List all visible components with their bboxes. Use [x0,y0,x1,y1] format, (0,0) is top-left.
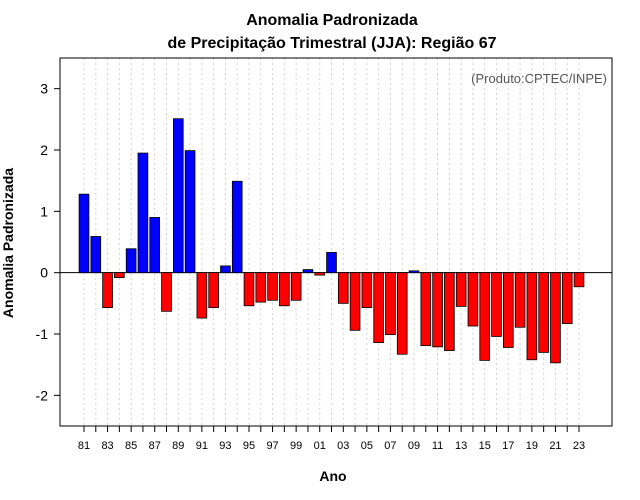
ytick-label-1: 1 [40,203,48,219]
xtick-label-93: 93 [219,440,231,452]
bar-14 [467,272,479,327]
xtick-label-03: 03 [337,440,349,452]
xtick-label-81: 81 [78,440,90,452]
xtick-label-01: 01 [314,440,326,452]
ytick-label-0: 0 [40,265,48,281]
xtick-label-95: 95 [243,440,255,452]
ytick-label--1: -1 [36,326,49,342]
bar-05 [361,272,373,309]
bar-87 [149,217,161,274]
bar-00 [302,269,314,274]
ytick-label-2: 2 [40,142,48,158]
x-axis-label: Ano [319,468,346,484]
xtick-label-85: 85 [125,440,137,452]
xtick-label-87: 87 [149,440,161,452]
vertical-gridlines [83,58,580,426]
bar-07 [385,272,396,336]
bar-96 [255,272,267,303]
xtick-label-99: 99 [290,440,302,452]
bar-23 [573,272,585,288]
bar-90 [184,150,196,274]
bar-88 [161,272,172,312]
bar-22 [561,272,573,324]
xtick-label-15: 15 [479,440,491,452]
bar-82 [90,236,102,274]
bar-97 [267,272,278,301]
bar-91 [196,272,208,319]
bars-group [78,118,585,364]
xtick-label-13: 13 [455,440,467,452]
credit-label: (Produto:CPTEC/INPE) [471,71,607,86]
xtick-label-11: 11 [432,440,443,452]
ytick-label--2: -2 [36,387,49,403]
xtick-label-21: 21 [549,440,561,452]
xtick-label-05: 05 [361,440,373,452]
xtick-label-09: 09 [408,440,420,452]
x-axis: 81 83 85 87 89 91 93 95 97 99 01 03 05 07 09 11 13 15 17 19… [78,426,585,452]
bar-95 [243,272,255,307]
bar-92 [208,272,219,309]
bar-98 [279,272,290,307]
bar-85 [125,248,137,274]
bar-16 [491,272,502,337]
bar-12 [444,272,455,351]
bar-83 [102,272,113,309]
bar-09 [408,270,420,274]
xtick-label-89: 89 [172,440,184,452]
bar-19 [526,272,538,361]
bar-18 [514,272,526,328]
bar-93 [220,265,231,274]
bar-81 [78,193,90,274]
bar-99 [290,272,302,301]
xtick-label-91: 91 [196,440,208,452]
bar-03 [337,272,349,304]
bar-11 [432,272,443,348]
chart-title-line2: de Precipitação Trimestral (JJA): Região… [167,35,496,52]
xtick-label-83: 83 [101,440,113,452]
bar-84 [114,272,125,278]
bar-06 [373,272,384,343]
xtick-label-07: 07 [384,440,396,452]
xtick-label-19: 19 [526,440,538,452]
bar-21 [550,272,561,364]
plot-frame [59,57,613,427]
bar-13 [455,272,467,307]
bar-08 [396,272,408,355]
bar-01 [314,272,326,276]
bar-10 [420,272,432,347]
xtick-label-97: 97 [266,440,278,452]
y-axis-label: Anomalia Padronizada [0,168,16,318]
bar-86 [137,152,149,274]
bar-20 [538,272,549,353]
bar-15 [479,272,491,361]
bar-02 [326,252,337,274]
bar-17 [502,272,514,348]
xtick-label-17: 17 [502,440,514,452]
chart-title-line1: Anomalia Padronizada [246,12,418,29]
ytick-label-3: 3 [40,81,48,97]
xtick-label-23: 23 [573,440,585,452]
bar-89 [172,118,184,274]
bar-94 [231,180,243,274]
bar-04 [349,272,361,331]
y-axis: -2 -1 0 1 2 3 [36,81,60,403]
